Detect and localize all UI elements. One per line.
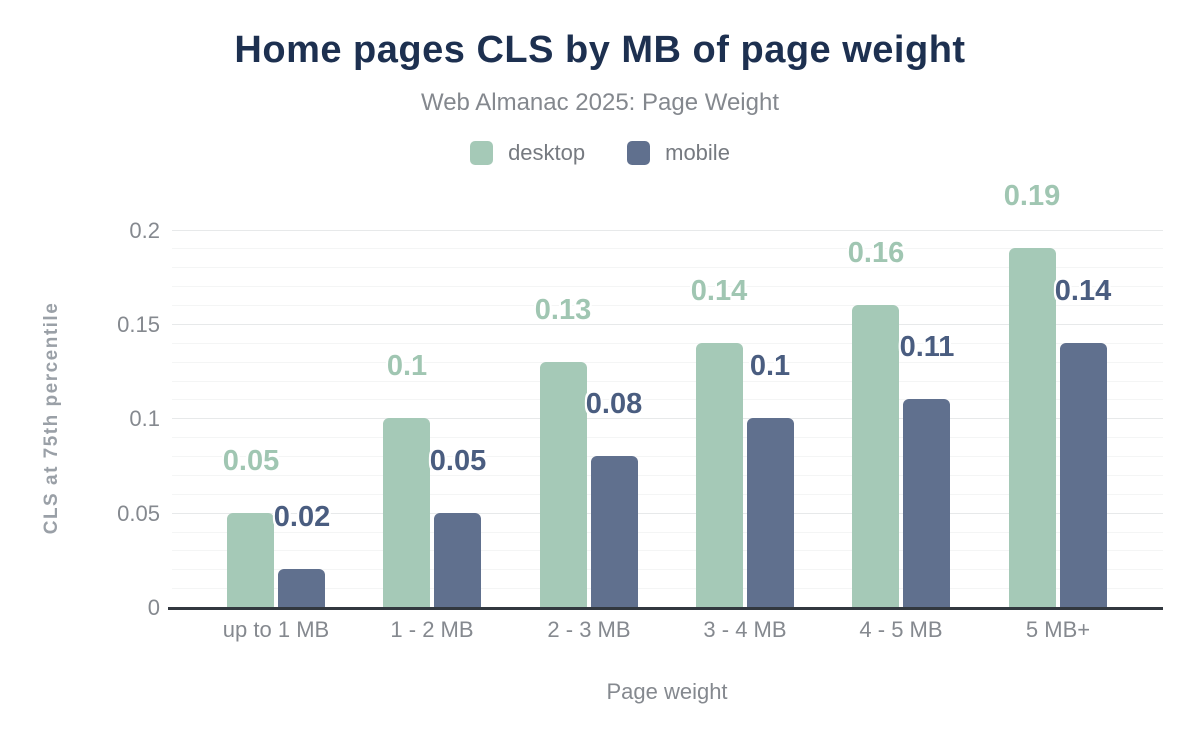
bar-value-label-mobile-2-3-mb: 0.08 <box>585 388 643 420</box>
legend-item-mobile[interactable]: mobile <box>627 140 730 166</box>
x-tick-label-up-to-1-mb: up to 1 MB <box>222 617 330 642</box>
gridline-minor-0.01 <box>172 588 1163 589</box>
gridline-major-0.1 <box>172 418 1163 419</box>
bar-desktop-5-mb[interactable] <box>1009 248 1056 607</box>
bar-mobile-5-mb[interactable] <box>1060 343 1107 607</box>
gridline-minor-0.04 <box>172 532 1163 533</box>
x-tick-label-3-4-mb: 3 - 4 MB <box>703 617 787 642</box>
y-tick-label-0.05: 0.05 <box>117 501 160 526</box>
mobile-legend-label: mobile <box>665 140 730 165</box>
y-axis-title: CLS at 75th percentile <box>41 301 62 535</box>
bar-value-label-mobile-up-to-1-mb: 0.02 <box>273 501 331 533</box>
bar-value-label-desktop-3-4-mb: 0.14 <box>690 275 748 307</box>
gridline-minor-0.13 <box>172 362 1163 363</box>
bar-desktop-1-2-mb[interactable] <box>383 418 430 607</box>
gridline-minor-0.17 <box>172 286 1163 287</box>
chart-title: Home pages CLS by MB of page weight <box>234 29 966 71</box>
x-axis-line <box>168 607 1163 610</box>
y-tick-label-0.1: 0.1 <box>129 406 160 431</box>
bar-mobile-2-3-mb[interactable] <box>591 456 638 607</box>
bar-value-label-mobile-5-mb: 0.14 <box>1054 275 1112 307</box>
x-tick-label-2-3-mb: 2 - 3 MB <box>547 617 631 642</box>
gridline-minor-0.07 <box>172 475 1163 476</box>
bar-value-label-mobile-4-5-mb: 0.11 <box>899 331 955 363</box>
gridline-minor-0.02 <box>172 569 1163 570</box>
legend-item-desktop[interactable]: desktop <box>470 140 585 166</box>
bar-mobile-1-2-mb[interactable] <box>434 513 481 607</box>
gridline-minor-0.14 <box>172 343 1163 344</box>
desktop-legend-swatch <box>470 141 494 165</box>
bar-mobile-up-to-1-mb[interactable] <box>278 569 325 607</box>
bar-desktop-2-3-mb[interactable] <box>540 362 587 607</box>
gridline-minor-0.06 <box>172 494 1163 495</box>
bar-value-label-mobile-1-2-mb: 0.05 <box>429 445 487 477</box>
x-tick-label-1-2-mb: 1 - 2 MB <box>390 617 474 642</box>
gridline-minor-0.18 <box>172 267 1163 268</box>
bar-value-label-desktop-5-mb: 0.19 <box>1003 180 1061 212</box>
bar-desktop-4-5-mb[interactable] <box>852 305 899 607</box>
gridline-major-0.05 <box>172 513 1163 514</box>
gridline-minor-0.08 <box>172 456 1163 457</box>
x-tick-label-5-mb: 5 MB+ <box>1025 617 1091 642</box>
y-tick-label-0.2: 0.2 <box>129 218 160 243</box>
bar-desktop-up-to-1-mb[interactable] <box>227 513 274 607</box>
legend: desktop mobile <box>0 140 1200 166</box>
gridline-minor-0.19 <box>172 248 1163 249</box>
x-tick-label-4-5-mb: 4 - 5 MB <box>859 617 943 642</box>
gridline-minor-0.16 <box>172 305 1163 306</box>
chart-subtitle: Web Almanac 2025: Page Weight <box>420 89 779 116</box>
gridline-minor-0.09 <box>172 437 1163 438</box>
gridline-major-0.15 <box>172 324 1163 325</box>
desktop-legend-label: desktop <box>508 140 586 165</box>
bar-value-label-desktop-up-to-1-mb: 0.05 <box>222 445 280 477</box>
y-tick-label-0.15: 0.15 <box>117 312 160 337</box>
bar-desktop-3-4-mb[interactable] <box>696 343 743 607</box>
x-axis-title: Page weight <box>606 679 728 704</box>
bar-value-label-desktop-4-5-mb: 0.16 <box>847 237 905 269</box>
bar-mobile-4-5-mb[interactable] <box>903 399 950 607</box>
gridline-minor-0.03 <box>172 550 1163 551</box>
bar-mobile-3-4-mb[interactable] <box>747 418 794 607</box>
bar-value-label-mobile-3-4-mb: 0.1 <box>749 350 791 382</box>
gridline-minor-0.12 <box>172 381 1163 382</box>
gridline-major-0.2 <box>172 230 1163 231</box>
bar-value-label-desktop-1-2-mb: 0.1 <box>386 350 428 382</box>
mobile-legend-swatch <box>627 141 651 165</box>
bar-value-label-desktop-2-3-mb: 0.13 <box>534 294 592 326</box>
y-tick-label-0: 0 <box>147 595 160 620</box>
gridline-minor-0.11 <box>172 399 1163 400</box>
